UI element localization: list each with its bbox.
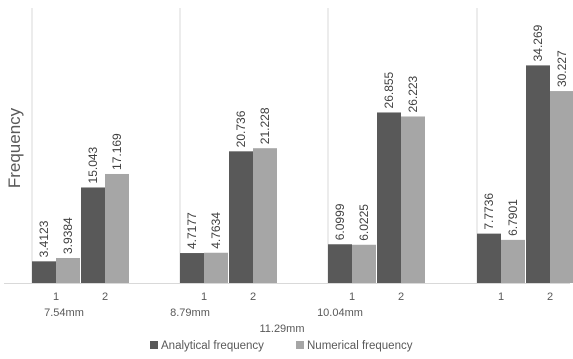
bar: [32, 261, 56, 283]
legend-swatch-numerical: [296, 341, 304, 349]
legend-swatch-analytical: [150, 341, 158, 349]
category-tick-label: 1: [201, 291, 207, 303]
bar: [550, 91, 573, 283]
bar: [526, 65, 550, 284]
data-label: 15.043: [86, 146, 100, 183]
data-label: 34.269: [531, 24, 545, 61]
legend-item-analytical: Analytical frequency: [150, 340, 264, 352]
bar: [56, 257, 80, 283]
category-tick-label: 2: [250, 291, 256, 303]
category-tick-label: 2: [398, 291, 404, 303]
group-label: 11.29mm: [259, 323, 304, 335]
data-labels: 3.4123 3.9384 15.043 17.169 4.7177 4.7634 20.7…: [37, 24, 569, 257]
bar: [352, 244, 376, 283]
bar: [377, 112, 401, 283]
data-label: 17.169: [110, 133, 124, 170]
data-label: 4.7634: [209, 212, 223, 249]
legend-label-analytical: Analytical frequency: [161, 340, 264, 352]
data-label: 26.223: [406, 75, 420, 112]
bar: [204, 252, 228, 283]
bar: [105, 173, 129, 283]
data-label: 6.0225: [357, 204, 371, 241]
category-tick-label: 2: [102, 291, 108, 303]
category-tick-label: 2: [547, 291, 553, 303]
legend: Analytical frequency Numerical frequency: [0, 339, 573, 357]
legend-item-numerical: Numerical frequency: [296, 340, 412, 352]
data-label: 21.228: [258, 107, 272, 144]
bar: [501, 239, 525, 283]
bar-chart: Frequency 3.4123 3.9384 15.043 17.169 4.7177…: [4, 8, 573, 335]
bar: [229, 151, 253, 283]
data-label: 26.855: [382, 71, 396, 108]
y-axis-label: Frequency: [5, 107, 24, 188]
legend-label-numerical: Numerical frequency: [307, 340, 413, 352]
data-label: 3.4123: [37, 220, 51, 257]
group-label: 7.54mm: [44, 307, 84, 319]
category-tick-labels: 1 2 1 2 1 2 1 2: [53, 291, 553, 303]
data-label: 3.9384: [61, 217, 75, 254]
data-label: 6.0999: [333, 203, 347, 240]
group-labels: 7.54mm 8.79mm 10.04mm 11.29mm: [44, 307, 363, 335]
bar: [328, 244, 352, 283]
category-tick-label: 1: [349, 291, 355, 303]
bar: [477, 233, 501, 283]
data-label: 6.7901: [506, 199, 520, 236]
bar: [180, 253, 204, 283]
data-label: 30.227: [555, 50, 569, 87]
bar: [253, 148, 277, 283]
group-label: 10.04mm: [317, 307, 363, 319]
data-label: 20.736: [234, 110, 248, 147]
category-tick-label: 1: [498, 291, 504, 303]
bar: [81, 187, 105, 283]
bar: [401, 116, 425, 283]
group-label: 8.79mm: [170, 307, 210, 319]
data-label: 4.7177: [185, 212, 199, 249]
bars: [32, 65, 573, 284]
category-tick-label: 1: [53, 291, 59, 303]
data-label: 7.7736: [482, 193, 496, 230]
